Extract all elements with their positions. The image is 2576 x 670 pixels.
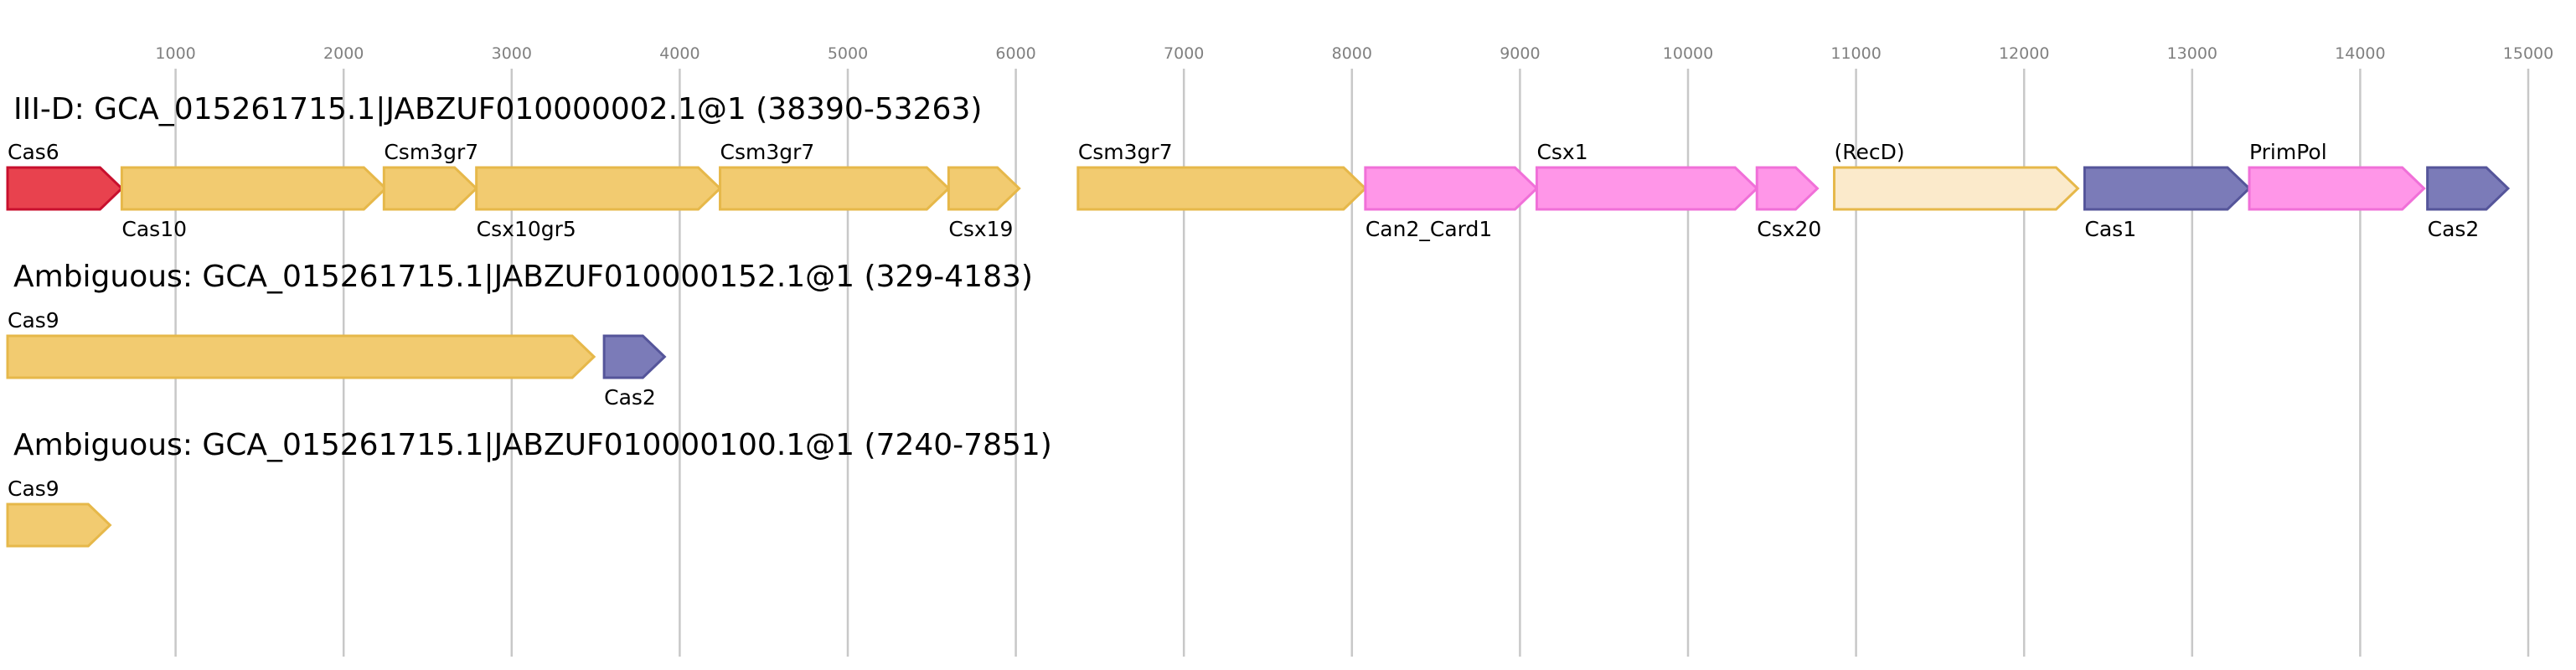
track-title: Ambiguous: GCA_015261715.1|JABZUF0100001… bbox=[13, 428, 1052, 462]
gene-arrow bbox=[6, 334, 596, 379]
x-tick-label: 6000 bbox=[995, 44, 1035, 63]
tracks-layer: III-D: GCA_015261715.1|JABZUF010000002.1… bbox=[6, 92, 2511, 548]
gene-label: Csm3gr7 bbox=[720, 140, 815, 164]
gene-label: Cas6 bbox=[8, 140, 59, 164]
track: Ambiguous: GCA_015261715.1|JABZUF0100001… bbox=[6, 428, 1052, 548]
gene-label: Csx19 bbox=[948, 217, 1013, 241]
gene-arrow bbox=[1755, 166, 1820, 211]
x-tick-label: 13000 bbox=[2167, 44, 2217, 63]
gene-label: Cas2 bbox=[604, 385, 656, 410]
x-tick-label: 5000 bbox=[828, 44, 868, 63]
x-tick-label: 15000 bbox=[2503, 44, 2553, 63]
track-title: III-D: GCA_015261715.1|JABZUF010000002.1… bbox=[13, 92, 982, 126]
x-tick-label: 4000 bbox=[659, 44, 699, 63]
gene-label: Csx20 bbox=[1757, 217, 1821, 241]
grid-layer: 1000 2000 3000 4000 5000 6000 7000 8000 9000 1000… bbox=[155, 44, 2553, 657]
x-tick-label: 10000 bbox=[1663, 44, 1713, 63]
gene-arrow bbox=[947, 166, 1021, 211]
gene-label: Csm3gr7 bbox=[1078, 140, 1173, 164]
track: Ambiguous: GCA_015261715.1|JABZUF0100001… bbox=[6, 260, 1033, 410]
gene-label: Csx10gr5 bbox=[477, 217, 576, 241]
gene-arrow bbox=[602, 334, 667, 379]
gene-arrow bbox=[120, 166, 388, 211]
gene-arrow bbox=[1364, 166, 1539, 211]
gene-label: Csx1 bbox=[1536, 140, 1587, 164]
gene-arrow bbox=[6, 166, 124, 211]
x-tick-label: 3000 bbox=[492, 44, 532, 63]
gene-arrow bbox=[1076, 166, 1368, 211]
gene-label: PrimPol bbox=[2249, 140, 2327, 164]
gene-arrow bbox=[2426, 166, 2511, 211]
gene-label: Cas9 bbox=[8, 477, 59, 501]
gene-arrow bbox=[2083, 166, 2252, 211]
gene-arrow bbox=[382, 166, 478, 211]
x-tick-label: 11000 bbox=[1830, 44, 1881, 63]
gene-arrow bbox=[719, 166, 951, 211]
track-title: Ambiguous: GCA_015261715.1|JABZUF0100001… bbox=[13, 260, 1033, 294]
gene-label: Cas1 bbox=[2084, 217, 2136, 241]
x-tick-label: 14000 bbox=[2335, 44, 2385, 63]
gene-arrow bbox=[475, 166, 722, 211]
x-tick-label: 12000 bbox=[1999, 44, 2049, 63]
track: III-D: GCA_015261715.1|JABZUF010000002.1… bbox=[6, 92, 2511, 241]
gene-arrow bbox=[2248, 166, 2426, 211]
gene-label: (RecD) bbox=[1835, 140, 1905, 164]
x-tick-label: 1000 bbox=[155, 44, 195, 63]
gene-label: Cas10 bbox=[121, 217, 187, 241]
x-tick-label: 8000 bbox=[1332, 44, 1372, 63]
gene-arrow bbox=[1535, 166, 1759, 211]
gene-label: Can2_Card1 bbox=[1365, 217, 1492, 241]
gene-arrow bbox=[1833, 166, 2080, 211]
x-tick-label: 7000 bbox=[1164, 44, 1204, 63]
gene-label: Cas9 bbox=[8, 308, 59, 332]
x-tick-label: 9000 bbox=[1500, 44, 1540, 63]
gene-arrow bbox=[6, 502, 112, 548]
gene-label: Csm3gr7 bbox=[384, 140, 478, 164]
gene-label: Cas2 bbox=[2428, 217, 2480, 241]
x-tick-label: 2000 bbox=[323, 44, 364, 63]
